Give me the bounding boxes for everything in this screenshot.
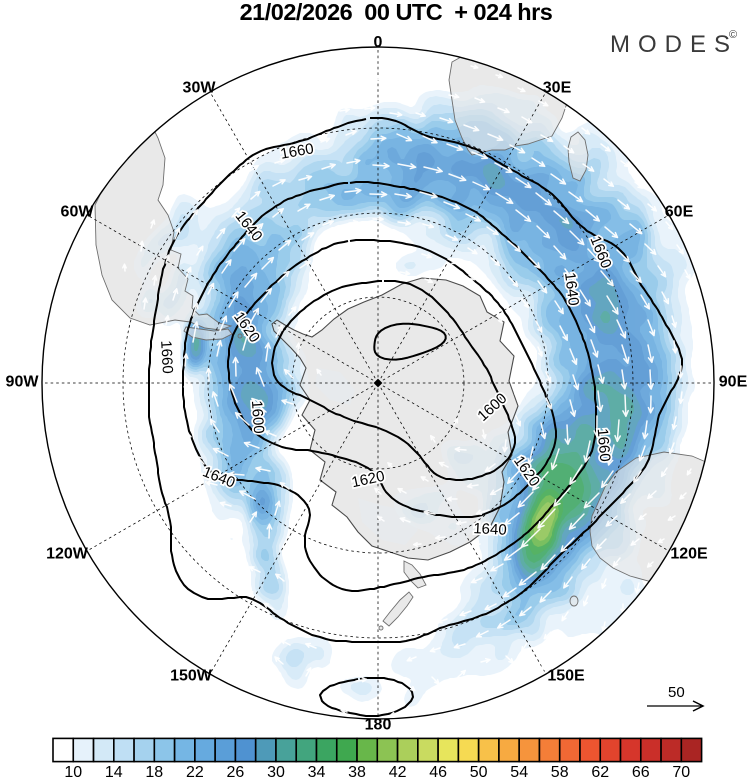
svg-text:150W: 150W <box>170 668 213 685</box>
svg-text:62: 62 <box>591 764 609 781</box>
svg-text:120W: 120W <box>46 546 89 563</box>
svg-text:14: 14 <box>105 764 123 781</box>
svg-text:34: 34 <box>308 764 326 781</box>
svg-text:60E: 60E <box>665 204 694 221</box>
svg-text:©: © <box>729 29 737 41</box>
svg-text:MODES: MODES <box>610 31 738 58</box>
svg-text:58: 58 <box>551 764 569 781</box>
svg-text:1640: 1640 <box>473 520 507 539</box>
svg-text:30: 30 <box>267 764 285 781</box>
svg-text:50: 50 <box>470 764 488 781</box>
svg-text:26: 26 <box>227 764 245 781</box>
svg-text:50: 50 <box>668 684 685 701</box>
svg-text:90W: 90W <box>6 374 40 391</box>
svg-text:0: 0 <box>374 34 383 51</box>
svg-text:42: 42 <box>389 764 407 781</box>
svg-text:150E: 150E <box>547 668 585 685</box>
svg-text:1660: 1660 <box>157 340 176 374</box>
svg-text:21/02/2026 00 UTC + 024 hrs: 21/02/2026 00 UTC + 024 hrs <box>240 0 553 25</box>
svg-text:180: 180 <box>365 717 392 734</box>
svg-text:66: 66 <box>632 764 650 781</box>
svg-text:30W: 30W <box>183 80 217 97</box>
svg-text:120E: 120E <box>670 546 708 563</box>
svg-text:18: 18 <box>145 764 163 781</box>
svg-text:1600: 1600 <box>248 400 267 434</box>
svg-text:1660: 1660 <box>594 428 614 463</box>
svg-text:1620: 1620 <box>350 468 386 492</box>
svg-text:1660: 1660 <box>594 428 614 463</box>
svg-text:30E: 30E <box>543 80 572 97</box>
svg-text:1660: 1660 <box>157 340 176 374</box>
svg-text:90E: 90E <box>719 374 748 391</box>
svg-text:1640: 1640 <box>561 271 582 306</box>
svg-text:70: 70 <box>672 764 690 781</box>
svg-text:38: 38 <box>348 764 366 781</box>
svg-text:10: 10 <box>64 764 82 781</box>
svg-text:60W: 60W <box>61 204 95 221</box>
svg-text:46: 46 <box>429 764 447 781</box>
svg-text:1640: 1640 <box>473 520 507 539</box>
svg-text:54: 54 <box>510 764 528 781</box>
svg-text:22: 22 <box>186 764 204 781</box>
svg-text:1660: 1660 <box>279 140 315 163</box>
svg-text:1600: 1600 <box>248 400 267 434</box>
